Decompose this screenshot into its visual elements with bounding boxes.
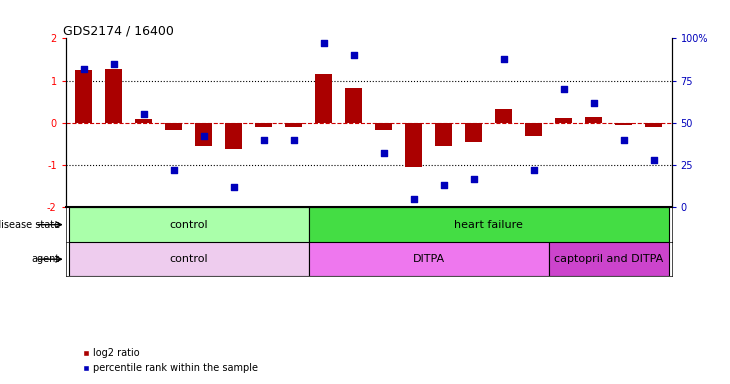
Point [468,175,480,182]
Bar [435,123,452,146]
Bar [496,109,512,123]
Point [618,137,629,143]
Point [408,196,420,202]
Bar [615,123,632,125]
Text: captopril and DITPA: captopril and DITPA [554,254,664,264]
Point [648,157,659,163]
Text: disease state: disease state [0,220,60,230]
Text: GDS2174 / 16400: GDS2174 / 16400 [63,24,174,37]
Point [288,137,299,143]
FancyBboxPatch shape [549,242,669,276]
Bar [136,119,152,123]
Text: agent: agent [31,254,60,264]
Point [558,86,569,92]
Text: heart failure: heart failure [454,220,523,230]
Bar [255,123,272,127]
Point [228,184,239,190]
Point [347,52,359,58]
FancyBboxPatch shape [309,242,549,276]
Point [198,133,210,139]
Bar [345,88,362,123]
Text: control: control [169,254,208,264]
Point [378,150,390,156]
Point [438,182,450,189]
Point [318,40,329,46]
Bar [585,117,602,123]
FancyBboxPatch shape [69,207,309,242]
Bar [196,123,212,146]
Bar [75,70,92,123]
Bar [375,123,392,131]
Bar [285,123,302,127]
Bar [226,123,242,149]
Bar [526,123,542,136]
Point [78,66,90,72]
Bar [166,123,182,131]
Bar [466,123,482,142]
Text: control: control [169,220,208,230]
Bar [645,123,662,127]
Point [528,167,539,173]
FancyBboxPatch shape [309,207,669,242]
Bar [105,69,122,123]
Point [138,111,150,118]
Legend: log2 ratio, percentile rank within the sample: log2 ratio, percentile rank within the s… [78,344,262,377]
Bar [405,123,422,167]
FancyBboxPatch shape [69,242,309,276]
Bar [556,118,572,123]
Bar [315,74,332,123]
Text: DITPA: DITPA [412,254,445,264]
Point [258,137,269,143]
Point [588,99,599,106]
Point [498,56,510,62]
Point [168,167,180,173]
Point [108,61,120,67]
